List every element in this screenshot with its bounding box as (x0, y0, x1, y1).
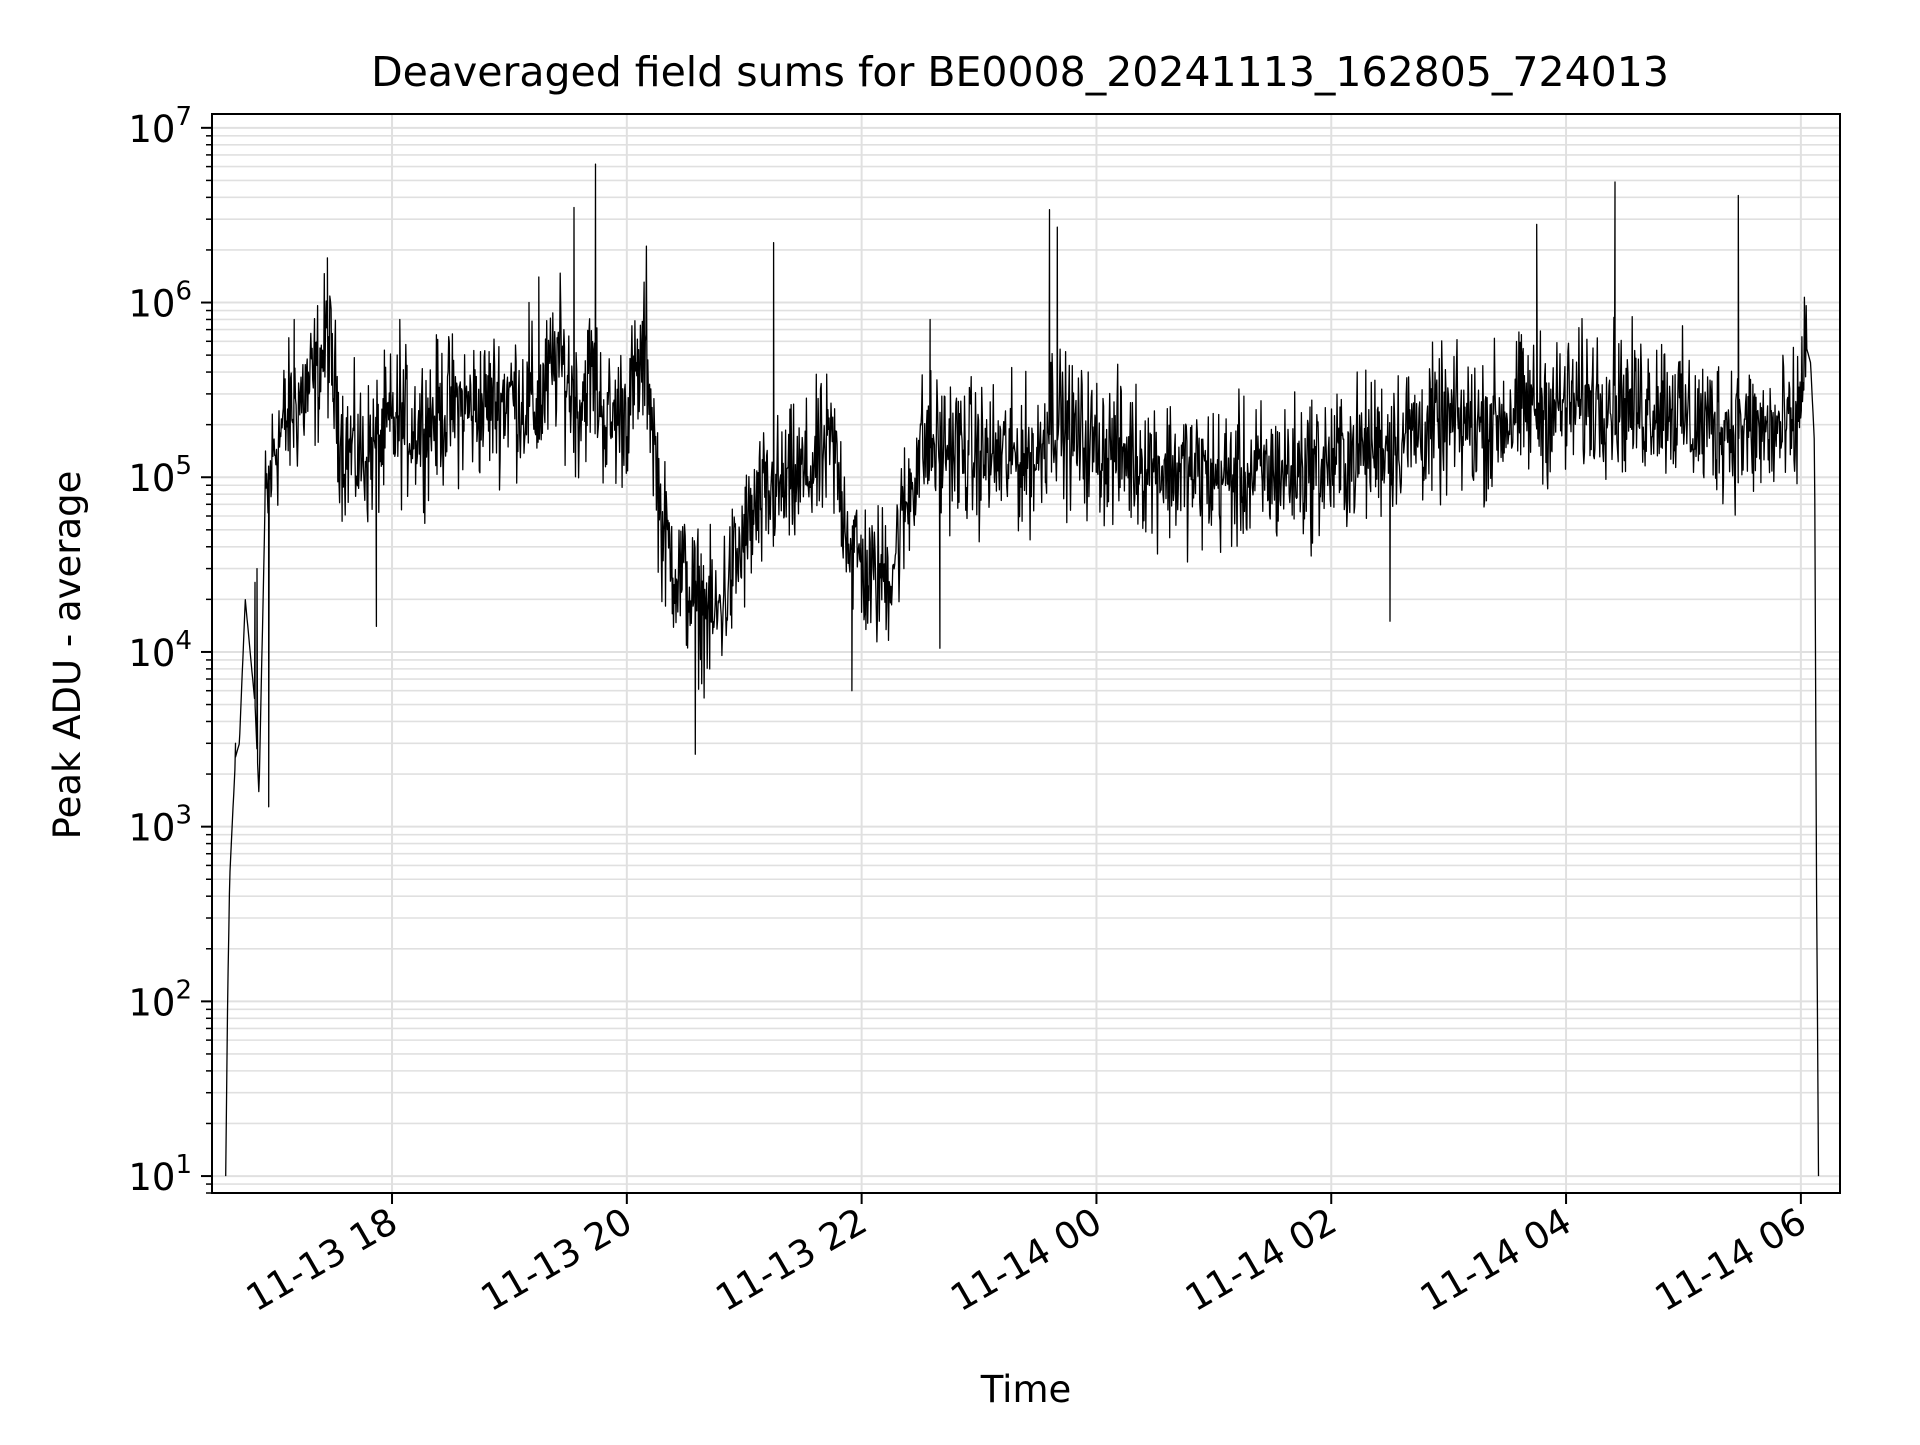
x-axis-label: Time (980, 1368, 1072, 1411)
chart-title: Deaveraged field sums for BE0008_2024111… (371, 48, 1669, 96)
y-axis-label: Peak ADU - average (46, 471, 89, 840)
y-axis-ticks: 101 102 103 104 105 106 107 (128, 102, 212, 1199)
y-tick-label: 107 (128, 102, 192, 151)
y-tick-label: 102 (128, 975, 192, 1024)
series-line (225, 163, 1820, 1177)
plot-frame (211, 113, 1841, 1194)
y-tick-label: 106 (128, 277, 192, 326)
y-tick-label: 105 (128, 451, 192, 500)
y-tick-label: 103 (128, 801, 192, 850)
grid-lines (212, 114, 1840, 1194)
y-tick-label: 101 (128, 1150, 192, 1199)
y-tick-label: 104 (128, 626, 192, 675)
series-group (225, 163, 1820, 1177)
